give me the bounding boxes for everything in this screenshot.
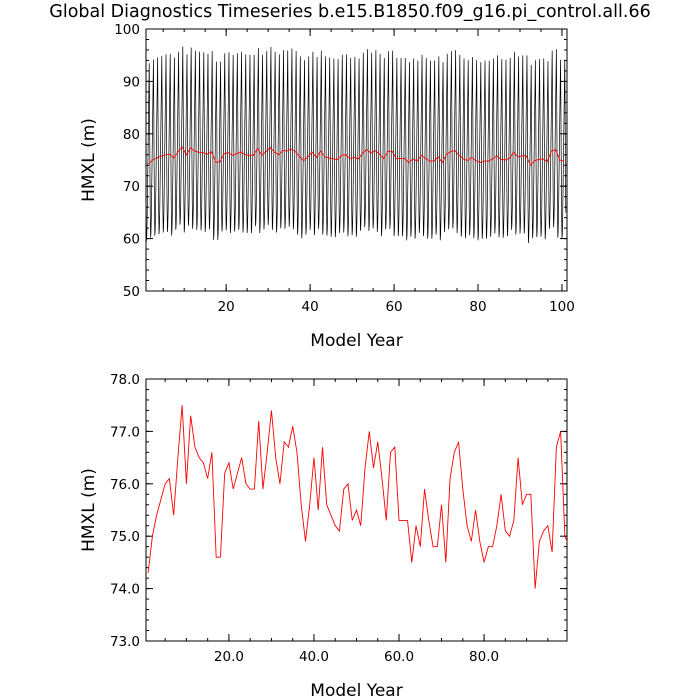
- top-x-tick-label: 20: [218, 299, 235, 315]
- bottom-y-tick-label: 77.0: [110, 424, 140, 440]
- top-y-tick-label: 70: [123, 179, 140, 195]
- top-y-tick-label: 50: [123, 284, 140, 300]
- bottom-y-tick-label: 73.0: [110, 634, 140, 650]
- top-series-line-monthly: [146, 46, 567, 243]
- top-y-tick-label: 100: [114, 22, 140, 38]
- bottom-series-line-annual-mean: [147, 405, 567, 589]
- top-x-tick-label: 100: [549, 299, 575, 315]
- bottom-x-tick-label: 20.0: [214, 649, 244, 665]
- top-y-tick-label: 90: [123, 74, 140, 90]
- top-x-tick-label: 80: [469, 299, 486, 315]
- top-x-tick-label: 40: [302, 299, 319, 315]
- bottom-x-axis-label: Model Year: [310, 681, 402, 700]
- bottom-y-tick-label: 75.0: [110, 529, 140, 545]
- bottom-annual-mean-panel: 73.0 74.0 75.0 76.0 77.0 78.0 20.0 40.0 60.0 80.0…: [79, 372, 568, 700]
- bottom-y-tick-label: 76.0: [110, 477, 140, 493]
- top-series-line-annual-mean: [148, 146, 565, 167]
- top-y-tick-label: 60: [123, 232, 140, 248]
- page-title: Global Diagnostics Timeseries b.e15.B185…: [49, 2, 651, 22]
- top-y-axis-label: HMXL (m): [79, 118, 99, 202]
- bottom-y-axis-label: HMXL (m): [79, 468, 99, 552]
- top-plot-frame: [145, 28, 568, 292]
- bottom-x-tick-label: 40.0: [299, 649, 329, 665]
- bottom-x-tick-label: 60.0: [384, 649, 414, 665]
- bottom-y-tick-label: 74.0: [110, 582, 140, 598]
- bottom-y-tick-label: 78.0: [110, 372, 140, 388]
- top-x-axis-label: Model Year: [310, 331, 402, 351]
- top-timeseries-panel: 50 60 70 80 90 100 20 40 60 80 100 Model Year HMXL (…: [79, 22, 575, 351]
- bottom-x-tick-label: 80.0: [469, 649, 499, 665]
- top-y-tick-label: 80: [123, 127, 140, 143]
- top-x-tick-label: 60: [385, 299, 402, 315]
